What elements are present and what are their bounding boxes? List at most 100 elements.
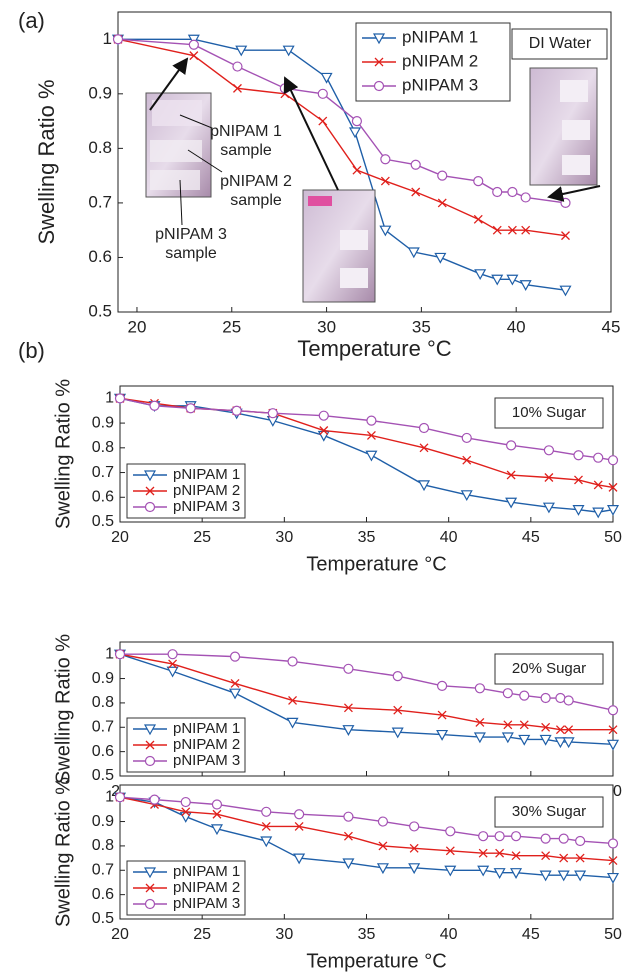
- marker: [294, 821, 304, 831]
- marker: [477, 865, 490, 877]
- marker: [518, 734, 531, 746]
- marker: [232, 61, 243, 72]
- marker: [288, 696, 298, 705]
- y-tick-label: 1: [105, 390, 114, 407]
- marker: [378, 841, 388, 851]
- marker: [436, 680, 448, 691]
- marker: [343, 663, 354, 674]
- photo: [340, 230, 368, 250]
- y-tick-label: 0.5: [92, 767, 114, 784]
- marker: [320, 72, 333, 84]
- legend-marker: [144, 755, 156, 767]
- x-tick-label: 35: [358, 926, 376, 943]
- marker: [166, 666, 179, 678]
- marker: [114, 792, 126, 803]
- marker: [149, 400, 160, 411]
- y-tick-label: 0.9: [92, 414, 114, 431]
- marker: [539, 734, 552, 746]
- marker: [520, 192, 531, 203]
- marker: [503, 720, 513, 730]
- marker: [379, 225, 392, 237]
- legend-label: pNIPAM 3: [402, 75, 478, 94]
- pointer: [187, 149, 223, 173]
- marker: [575, 835, 586, 847]
- legend-label: pNIPAM 1: [173, 466, 240, 483]
- marker: [319, 426, 329, 435]
- marker: [188, 39, 199, 50]
- legend-marker: [145, 740, 155, 750]
- marker: [437, 198, 447, 208]
- marker: [434, 252, 447, 264]
- photo: [560, 80, 588, 102]
- marker: [180, 796, 191, 808]
- marker: [391, 727, 404, 739]
- marker: [475, 717, 485, 727]
- marker: [419, 443, 429, 453]
- marker: [445, 846, 455, 856]
- marker: [540, 833, 551, 844]
- marker: [112, 34, 124, 45]
- marker: [168, 659, 178, 669]
- y-tick-label: 0.6: [92, 488, 114, 505]
- annotation: pNIPAM 3 sample: [155, 226, 227, 262]
- x-axis-label: Temperature °C: [306, 553, 446, 575]
- marker: [492, 225, 502, 235]
- marker: [409, 821, 420, 832]
- legend-marker: [145, 883, 155, 893]
- marker: [181, 807, 191, 817]
- marker: [510, 868, 523, 879]
- legend-label: pNIPAM 2: [173, 736, 240, 753]
- marker: [229, 651, 241, 662]
- marker: [286, 717, 299, 729]
- marker: [501, 732, 514, 744]
- marker: [574, 870, 587, 882]
- marker: [212, 809, 222, 819]
- marker: [543, 445, 555, 456]
- marker: [317, 88, 328, 99]
- marker: [541, 722, 551, 732]
- marker: [544, 473, 554, 482]
- marker: [342, 725, 355, 736]
- marker: [607, 838, 619, 849]
- marker: [261, 806, 272, 817]
- legend-marker: [373, 80, 385, 92]
- marker: [606, 739, 620, 751]
- marker: [507, 225, 517, 235]
- marker: [343, 703, 353, 713]
- panel-label: (b): [18, 338, 45, 363]
- series-line: [119, 653, 613, 731]
- marker: [418, 422, 430, 434]
- marker: [559, 285, 572, 297]
- marker: [437, 710, 447, 720]
- marker: [607, 705, 619, 716]
- marker: [260, 836, 273, 848]
- marker: [366, 430, 376, 440]
- legend-label: pNIPAM 2: [173, 482, 240, 499]
- marker: [494, 831, 505, 842]
- marker: [461, 432, 472, 444]
- x-tick-label: 40: [440, 926, 458, 943]
- marker: [519, 690, 530, 701]
- marker: [282, 45, 295, 57]
- y-tick-label: 0.5: [92, 910, 114, 927]
- marker: [393, 705, 403, 715]
- x-tick-label: 20: [111, 529, 129, 546]
- marker: [473, 214, 483, 224]
- pointer: [179, 114, 213, 129]
- y-tick-label: 0.9: [88, 83, 112, 102]
- x-tick-label: 40: [507, 317, 526, 336]
- marker: [377, 816, 389, 827]
- y-axis-label: Swelling Ratio %: [34, 79, 59, 244]
- legend-label: pNIPAM 1: [173, 720, 240, 737]
- marker: [474, 269, 487, 281]
- marker: [167, 649, 178, 660]
- legend-marker: [144, 898, 156, 910]
- marker: [267, 408, 278, 419]
- marker: [542, 502, 555, 514]
- marker: [574, 475, 583, 485]
- marker: [478, 831, 489, 842]
- x-tick-label: 30: [275, 926, 293, 943]
- marker: [495, 848, 505, 858]
- marker: [572, 505, 585, 516]
